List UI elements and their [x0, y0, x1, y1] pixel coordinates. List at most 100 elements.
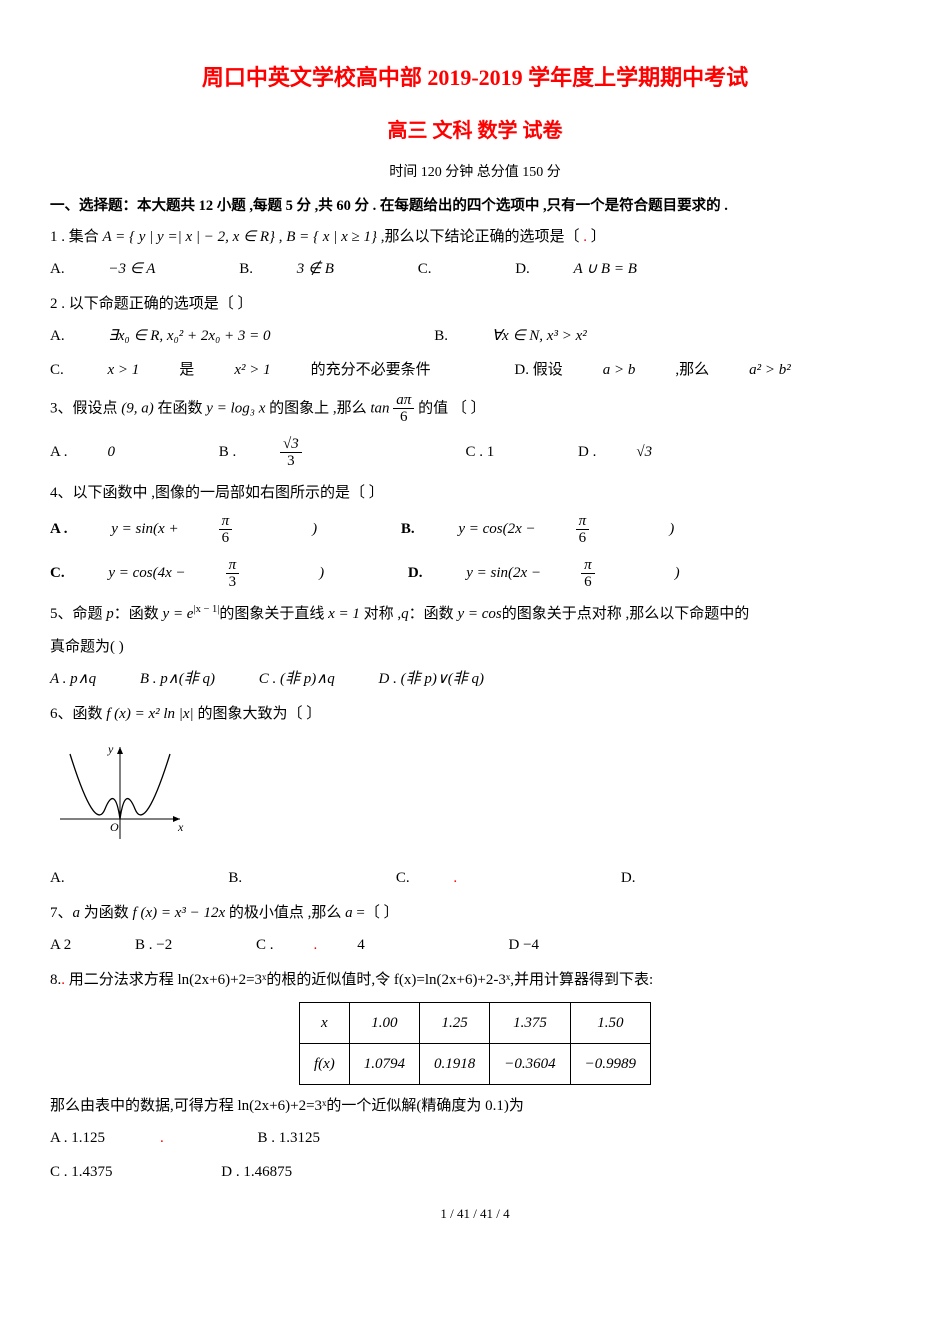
question-5: 5、命题 p：函数 y = e|x − 1|的图象关于直线 x = 1 对称 ,…	[50, 601, 900, 628]
q6-graphs-row: x y O	[50, 734, 900, 862]
graph-svg: x y O	[50, 739, 190, 849]
q4-A-pre: y = sin(x +	[111, 517, 178, 541]
q7-fn: f (x) = x³ − 12x	[133, 905, 226, 921]
bisection-table: x 1.00 1.25 1.375 1.50 f(x) 1.0794 0.191…	[299, 1002, 651, 1085]
question-7: 7、a 为函数 f (x) = x³ − 12x 的极小值点 ,那么 a =〔 …	[50, 900, 900, 927]
q7-mid2: 的极小值点 ,那么	[225, 905, 345, 921]
td-4: −0.9989	[570, 1043, 650, 1084]
q3-B: B .	[219, 440, 237, 464]
q8-stem: 用二分法求方程 ln(2x+6)+2=3ˣ的根的近似值时,令 f(x)=ln(2…	[65, 972, 653, 988]
q5-C: C . (非 p)∧q	[259, 667, 335, 691]
q4-C-frac: π3	[226, 557, 280, 591]
q5-mid2: 的图象关于直线	[219, 606, 328, 622]
q4-B-frac: π6	[576, 513, 630, 547]
q5-mid1: ：函数	[114, 606, 163, 622]
q7-options: A 2 B . −2 C . .4 D −4	[50, 933, 900, 957]
q6-fn: f (x) = x² ln |x|	[106, 706, 193, 722]
q8-C: C . 1.4375	[50, 1160, 113, 1184]
q7-red-dot: .	[314, 933, 318, 957]
q6-options: A. B. C. . D.	[50, 866, 900, 890]
q1-setA: A = { y | y =| x | − 2, x ∈ R}	[103, 229, 276, 245]
time-score-line: 时间 120 分钟 总分值 150 分	[50, 162, 900, 184]
q2-D-pre: a > b	[603, 358, 636, 382]
td-2: 0.1918	[420, 1043, 490, 1084]
q3-pt: (9, a)	[121, 400, 154, 416]
q2-C-label: C.	[50, 358, 64, 382]
q1-A-label: A.	[50, 257, 65, 281]
svg-text:O: O	[110, 820, 119, 834]
exam-title-main: 周口中英文学校高中部 2019-2019 学年度上学期期中考试	[50, 60, 900, 95]
q8-post: 那么由表中的数据,可得方程 ln(2x+6)+2=3ˣ的一个近似解(精确度为 0…	[50, 1093, 900, 1120]
question-2: 2 . 以下命题正确的选项是〔 〕	[50, 291, 900, 318]
q4-options-CD: C. y = cos(4x − π3) D. y = sin(2x − π6)	[50, 557, 900, 591]
q5-q: q	[401, 606, 409, 622]
q8-B: B . 1.3125	[258, 1126, 321, 1150]
page-footer: 1 / 41 / 41 / 4	[50, 1204, 900, 1225]
q1-D-math: A ∪ B = B	[574, 257, 637, 281]
q7-mid1: 为函数	[80, 905, 133, 921]
q5-exp1: |x − 1|	[193, 604, 219, 615]
q1-stem-mid: ,那么以下结论正确的选项是〔	[381, 229, 584, 245]
td-3: −0.3604	[490, 1043, 570, 1084]
q5-x1: x = 1	[328, 606, 360, 622]
q3-A: A .	[50, 440, 68, 464]
svg-text:y: y	[107, 742, 114, 756]
q2-A-label: A.	[50, 324, 65, 348]
q4-B-post: )	[669, 517, 674, 541]
q4-A-den: 6	[219, 530, 233, 547]
q8-D: D . 1.46875	[221, 1160, 292, 1184]
q6-B: B.	[228, 866, 242, 890]
question-1: 1 . 集合 A = { y | y =| x | − 2, x ∈ R} , …	[50, 224, 900, 251]
q4-A: A .	[50, 517, 68, 541]
question-8: 8.. 用二分法求方程 ln(2x+6)+2=3ˣ的根的近似值时,令 f(x)=…	[50, 967, 900, 994]
q3-C: C . 1	[466, 440, 495, 464]
q7-tail: =〔 〕	[353, 905, 399, 921]
q5-line2: 真命题为( )	[50, 634, 900, 661]
q3-B-den: 3	[280, 453, 302, 470]
q3-pre: 3、假设点	[50, 400, 121, 416]
q7-a2: a	[345, 905, 353, 921]
q5-fn2: y = cos	[457, 606, 501, 622]
exam-title-sub: 高三 文科 数学 试卷	[50, 115, 900, 147]
q3-D: D .	[578, 440, 596, 464]
td-fx: f(x)	[299, 1043, 349, 1084]
q4-D: D.	[408, 561, 423, 585]
question-3: 3、假设点 (9, a) 在函数 y = log₃ x 的图象上 ,那么 tan…	[50, 392, 900, 426]
q2-options-CD: C. x > 1 是 x² > 1 的充分不必要条件 D. 假设 a > b ,…	[50, 358, 900, 382]
q7-C-val: 4	[357, 933, 365, 957]
q5-D: D . (非 p)∨(非 q)	[379, 667, 485, 691]
q1-C-label: C.	[418, 257, 432, 281]
q4-D-post: )	[675, 561, 680, 585]
red-dot-c: .	[453, 866, 457, 890]
q6-C: C.	[396, 866, 410, 890]
q1-B-math: 3 ∉ B	[297, 257, 334, 281]
q6-pre: 6、函数	[50, 706, 106, 722]
q1-options: A. −3 ∈ A B. 3 ∉ B C. D. A ∪ B = B	[50, 257, 900, 281]
q4-C-post: )	[319, 561, 324, 585]
q5-p: p	[106, 606, 114, 622]
q2-options-AB: A. ∃x₀ ∈ R, x₀² + 2x₀ + 3 = 0 B. ∀x ∈ N,…	[50, 324, 900, 348]
q4-A-post: )	[312, 517, 317, 541]
q3-options: A . 0 B . √33 C . 1 D . √3	[50, 436, 900, 470]
q3-mid2: 的图象上 ,那么	[265, 400, 370, 416]
q2-D-label: D. 假设	[514, 358, 562, 382]
q5-A: A . p∧q	[50, 667, 96, 691]
q5-mid5: 的图象关于点对称 ,那么以下命题中的	[502, 606, 750, 622]
q3-frac-num: aπ	[393, 392, 414, 410]
q8-A: A . 1.125	[50, 1126, 105, 1150]
q4-D-num: π	[581, 557, 595, 575]
q5-mid4: ：函数	[409, 606, 458, 622]
q3-frac-den: 6	[393, 409, 414, 426]
q6-A: A.	[50, 866, 65, 890]
svg-text:x: x	[177, 820, 184, 834]
q2-A-math: ∃x₀ ∈ R, x₀² + 2x₀ + 3 = 0	[108, 324, 270, 348]
q1-stem-pre: 1 . 集合	[50, 229, 103, 245]
q7-A: A 2	[50, 933, 71, 957]
q4-B: B.	[401, 517, 415, 541]
q4-D-den: 6	[581, 574, 595, 591]
question-4: 4、以下函数中 ,图像的一局部如右图所示的是〔 〕	[50, 480, 900, 507]
q4-B-den: 6	[576, 530, 590, 547]
q3-fn: y = log₃ x	[206, 400, 265, 416]
q3-B-num: √3	[280, 436, 302, 454]
q4-C-pre: y = cos(4x −	[108, 561, 185, 585]
